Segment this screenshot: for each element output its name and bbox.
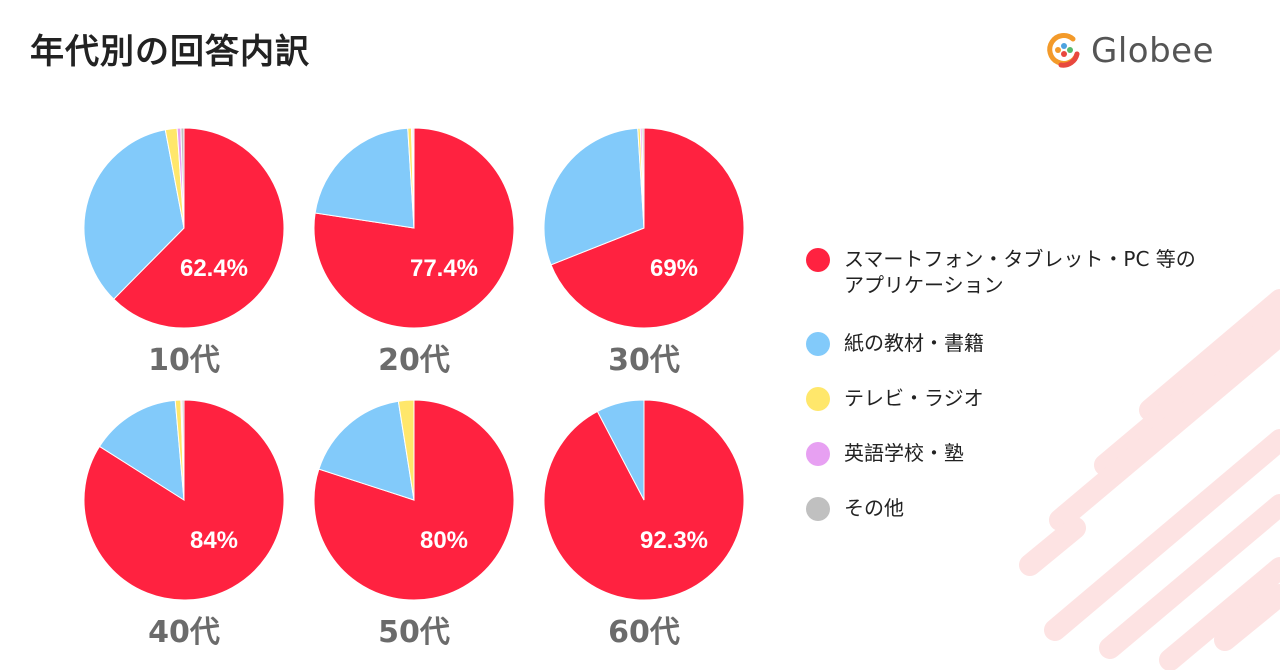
pie-slice-other bbox=[180, 127, 185, 229]
pie-data-label: 77.4% bbox=[410, 255, 478, 282]
legend-label-paper: 紙の教材・書籍 bbox=[844, 331, 984, 355]
decorative-stripe bbox=[1049, 324, 1280, 531]
pie-slice-paper bbox=[318, 400, 415, 501]
pie-slice-paper bbox=[596, 399, 645, 501]
pie-slice-smartphone bbox=[113, 127, 285, 329]
pie-age-label: 30代 bbox=[608, 343, 680, 378]
pie-slice-tv-radio bbox=[397, 399, 415, 501]
pie-slice-other bbox=[641, 127, 645, 229]
legend-label-other: その他 bbox=[844, 496, 904, 520]
pie-data-label: 92.3% bbox=[640, 527, 708, 554]
pie-age-label: 50代 bbox=[378, 615, 450, 650]
pie-age-label: 20代 bbox=[378, 343, 450, 378]
pie-chart-50s: 80% 50代 bbox=[313, 399, 515, 650]
legend-item-school: 英語学校・塾 bbox=[806, 440, 1224, 466]
legend-item-other: その他 bbox=[806, 495, 1224, 521]
decorative-stripe bbox=[1099, 494, 1280, 659]
decorative-stripe bbox=[1139, 289, 1280, 421]
decorative-stripe bbox=[1019, 517, 1086, 576]
legend-item-smartphone: スマートフォン・タブレット・PC 等のアプリケーション bbox=[806, 246, 1204, 298]
pie-slice-paper bbox=[83, 129, 185, 300]
pie-slice-other bbox=[181, 399, 185, 501]
legend-label-tv-radio: テレビ・ラジオ bbox=[844, 386, 984, 410]
brand-logo: Globee bbox=[1043, 28, 1214, 74]
globee-logo-icon bbox=[1047, 33, 1080, 68]
pie-chart-40s: 84% 40代 bbox=[83, 399, 285, 650]
page-title: 年代別の回答内訳 bbox=[30, 32, 310, 72]
pie-chart-30s: 69% 30代 bbox=[543, 127, 745, 378]
pie-chart-10s: 62.4% 10代 bbox=[83, 127, 285, 378]
legend-label-school: 英語学校・塾 bbox=[844, 441, 964, 465]
legend-swatch-paper bbox=[806, 332, 830, 356]
pie-slice-paper bbox=[543, 127, 645, 266]
pie-age-label: 10代 bbox=[148, 343, 220, 378]
legend-swatch-school bbox=[806, 442, 830, 466]
legend-item-paper: 紙の教材・書籍 bbox=[806, 330, 1224, 356]
pie-data-label: 69% bbox=[650, 255, 698, 282]
legend-swatch-other bbox=[806, 497, 830, 521]
pie-slice-other bbox=[412, 127, 415, 229]
decorative-stripe bbox=[1159, 557, 1280, 670]
pie-chart-20s: 77.4% 20代 bbox=[313, 127, 515, 378]
pie-slice-smartphone bbox=[550, 127, 745, 329]
legend-swatch-smartphone bbox=[806, 248, 830, 272]
pie-age-label: 60代 bbox=[608, 615, 680, 650]
pie-slice-paper bbox=[98, 399, 185, 501]
pie-chart-60s: 92.3% 60代 bbox=[543, 399, 745, 650]
legend-item-tv-radio: テレビ・ラジオ bbox=[806, 385, 1224, 411]
pie-data-label: 84% bbox=[190, 527, 238, 554]
pie-data-label: 62.4% bbox=[180, 255, 248, 282]
legend-swatch-tv-radio bbox=[806, 387, 830, 411]
decorative-stripe bbox=[1044, 429, 1280, 641]
legend-label-smartphone: スマートフォン・タブレット・PC 等のアプリケーション bbox=[844, 247, 1196, 297]
decorative-stripe bbox=[1094, 307, 1280, 476]
decorative-stripe bbox=[1214, 584, 1280, 651]
pie-age-label: 40代 bbox=[148, 615, 220, 650]
pie-data-label: 80% bbox=[420, 527, 468, 554]
brand-name: Globee bbox=[1091, 31, 1215, 71]
pie-slice-paper bbox=[314, 127, 415, 229]
